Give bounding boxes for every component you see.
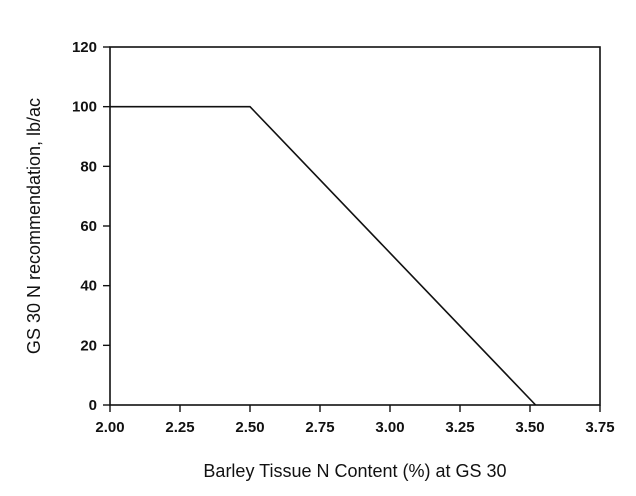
x-axis-title: Barley Tissue N Content (%) at GS 30 bbox=[203, 461, 506, 481]
x-tick-label: 2.50 bbox=[235, 419, 264, 436]
y-axis-ticks: 0 20 40 60 80 100 120 bbox=[72, 39, 110, 414]
x-tick-label: 2.25 bbox=[165, 419, 194, 436]
y-tick-label: 0 bbox=[89, 397, 97, 414]
y-tick-label: 120 bbox=[72, 39, 97, 56]
plot-frame bbox=[109, 46, 601, 406]
y-tick-label: 80 bbox=[80, 158, 97, 175]
x-tick-label: 3.25 bbox=[445, 419, 474, 436]
x-tick-label: 3.00 bbox=[375, 419, 404, 436]
y-tick-label: 100 bbox=[72, 99, 97, 116]
y-tick-label: 20 bbox=[80, 337, 97, 354]
x-tick-label: 3.75 bbox=[585, 419, 614, 436]
series-layer bbox=[110, 105, 537, 406]
x-tick-label: 2.75 bbox=[305, 419, 334, 436]
x-tick-label: 3.50 bbox=[515, 419, 544, 436]
y-tick-label: 60 bbox=[80, 218, 97, 235]
y-tick-label: 40 bbox=[80, 278, 97, 295]
x-tick-label: 2.00 bbox=[95, 419, 124, 436]
series-line bbox=[110, 105, 537, 406]
y-axis-title: GS 30 N recommendation, lb/ac bbox=[24, 98, 44, 354]
x-axis-ticks: 2.00 2.25 2.50 2.75 3.00 3.25 3.50 3.75 bbox=[95, 405, 615, 436]
